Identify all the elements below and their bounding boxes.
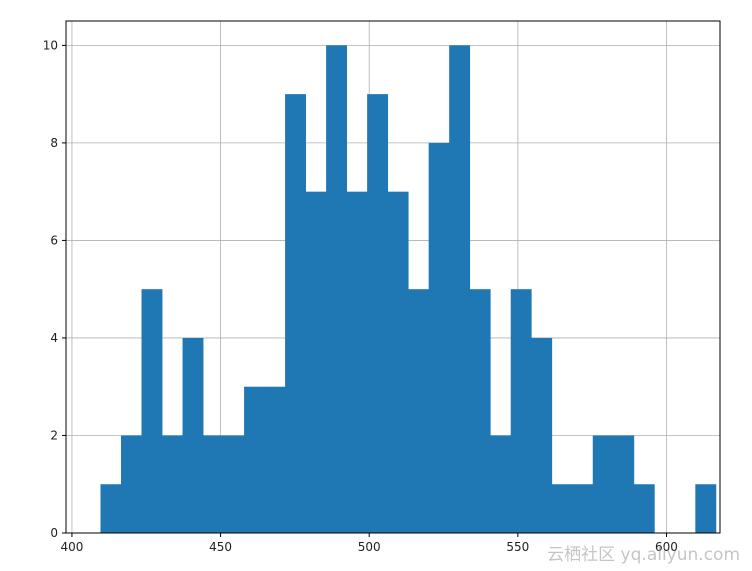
y-tick-label: 6 [50, 233, 58, 247]
watermark-text: 云栖社区 yq.aliyun.com [547, 545, 740, 565]
x-tick-label: 450 [209, 540, 232, 554]
histogram-bar [387, 191, 409, 533]
histogram-bar [469, 289, 491, 533]
histogram-bar [223, 435, 245, 533]
histogram-bar [100, 484, 122, 533]
histogram-bar [531, 337, 553, 533]
histogram-bar [633, 484, 655, 533]
histogram-bar [326, 45, 348, 533]
x-tick-label: 500 [358, 540, 381, 554]
histogram-bar [305, 191, 327, 533]
y-tick-label: 4 [50, 331, 58, 345]
histogram-bar [572, 484, 594, 533]
y-tick-label: 2 [50, 428, 58, 442]
histogram-bar [695, 484, 717, 533]
histogram-bar [592, 435, 614, 533]
histogram-bar [510, 289, 532, 533]
histogram-bar [244, 386, 265, 533]
y-tick-label: 10 [43, 38, 58, 52]
histogram-bar [120, 435, 142, 533]
histogram-bar [613, 435, 635, 533]
histogram-bar [367, 94, 389, 534]
y-tick-label: 0 [50, 526, 58, 540]
plot-frame [65, 20, 721, 534]
x-tick-label: 550 [506, 540, 529, 554]
histogram-bar [182, 337, 204, 533]
histogram-bar [264, 386, 286, 533]
y-axis-ticks: 0 2 4 6 8 10 [43, 38, 66, 540]
histogram-bar [490, 435, 512, 533]
histogram-bar [428, 142, 450, 533]
x-tick-label: 600 [655, 540, 678, 554]
x-axis-ticks: 400 450 500 550 600 [60, 533, 678, 554]
histogram-bar [551, 484, 573, 533]
histogram-bar [449, 45, 471, 533]
histogram-bar [203, 435, 224, 533]
histogram-bar [141, 289, 163, 533]
histogram-bar [408, 289, 430, 533]
histogram-bars [100, 45, 717, 534]
histogram-bar [162, 435, 183, 533]
histogram-bar [346, 191, 368, 533]
y-tick-label: 8 [50, 136, 58, 150]
histogram-bar [285, 94, 307, 534]
x-tick-label: 400 [60, 540, 83, 554]
